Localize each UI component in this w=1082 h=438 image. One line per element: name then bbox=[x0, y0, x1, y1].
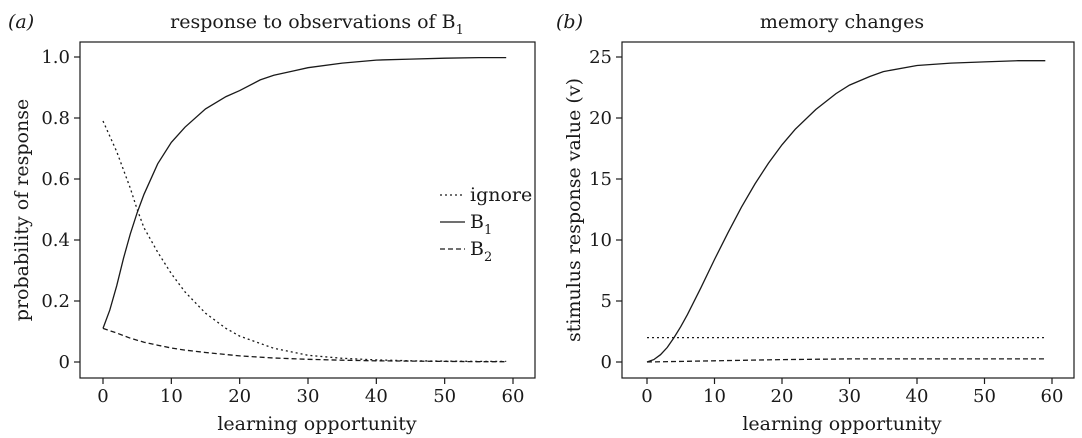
x-tick-label: 50 bbox=[433, 386, 456, 407]
panel-b-plot-frame bbox=[621, 41, 1075, 379]
x-tick-label: 30 bbox=[297, 386, 320, 407]
panel-a-y-ticks: 0 0.2 0.4 0.6 0.8 1.0 bbox=[41, 47, 80, 373]
panel-a: (a) response to observations of B1 0 10 20… bbox=[8, 11, 536, 435]
series-line-series-2-dashed bbox=[646, 358, 1046, 363]
y-tick-label: 15 bbox=[589, 169, 612, 190]
panel-a-label: (a) bbox=[8, 11, 34, 33]
panel-b-title: memory changes bbox=[760, 11, 924, 33]
panel-a-y-axis-label: probability of response bbox=[11, 99, 33, 321]
legend-label-ignore: ignore bbox=[470, 184, 532, 206]
x-tick-label: 0 bbox=[641, 386, 652, 407]
panel-a-series bbox=[102, 56, 507, 363]
panel-b-series bbox=[646, 60, 1046, 363]
legend-label-b2-main: B bbox=[470, 238, 484, 260]
panel-a-legend: ignore B1 B2 bbox=[440, 184, 532, 265]
x-tick-label: 60 bbox=[502, 386, 525, 407]
legend-label-b2-sub: 2 bbox=[484, 250, 492, 265]
y-tick-label: 0 bbox=[59, 352, 70, 373]
legend-label-b1: B1 bbox=[470, 211, 492, 238]
x-tick-label: 50 bbox=[973, 386, 996, 407]
legend-label-b1-sub: 1 bbox=[484, 223, 492, 238]
y-tick-label: 0.4 bbox=[41, 230, 70, 251]
panel-b-label: (b) bbox=[556, 11, 583, 33]
y-tick-label: 0.8 bbox=[41, 108, 70, 129]
panel-a-x-axis-label: learning opportunity bbox=[217, 413, 417, 435]
legend-label-b1-main: B bbox=[470, 211, 484, 233]
panel-a-title-main: response to observations of B bbox=[170, 11, 455, 33]
y-tick-label: 0.6 bbox=[41, 169, 70, 190]
x-tick-label: 0 bbox=[97, 386, 108, 407]
x-tick-label: 20 bbox=[228, 386, 251, 407]
series-line-series-0-solid bbox=[646, 60, 1046, 363]
y-tick-label: 10 bbox=[589, 230, 612, 251]
x-tick-label: 10 bbox=[160, 386, 183, 407]
x-tick-label: 20 bbox=[771, 386, 794, 407]
y-tick-label: 1.0 bbox=[41, 47, 70, 68]
y-tick-label: 25 bbox=[589, 47, 612, 68]
panel-b-y-axis-label: stimulus response value (v) bbox=[563, 78, 585, 342]
x-tick-label: 40 bbox=[906, 386, 929, 407]
y-tick-label: 0 bbox=[601, 352, 612, 373]
panel-a-x-ticks: 0 10 20 30 40 50 60 bbox=[97, 378, 524, 407]
panel-a-title-sub: 1 bbox=[456, 23, 464, 38]
x-tick-label: 10 bbox=[703, 386, 726, 407]
series-line-b2-dashed bbox=[102, 327, 507, 363]
y-tick-label: 5 bbox=[601, 291, 612, 312]
series-line-ignore-dotted bbox=[102, 120, 507, 363]
panel-a-plot-frame bbox=[79, 41, 536, 379]
x-tick-label: 40 bbox=[365, 386, 388, 407]
panel-b-x-axis-label: learning opportunity bbox=[742, 413, 942, 435]
panel-b: (b) memory changes 0 10 20 30 40 50 60 0 5 10 15 2… bbox=[556, 11, 1075, 435]
x-tick-label: 60 bbox=[1041, 386, 1064, 407]
panel-b-x-ticks: 0 10 20 30 40 50 60 bbox=[641, 378, 1063, 407]
panel-b-y-ticks: 0 5 10 15 20 25 bbox=[589, 47, 622, 373]
series-line-b1-solid bbox=[102, 56, 507, 329]
y-tick-label: 20 bbox=[589, 108, 612, 129]
y-tick-label: 0.2 bbox=[41, 291, 70, 312]
legend-label-b2: B2 bbox=[470, 238, 492, 265]
x-tick-label: 30 bbox=[838, 386, 861, 407]
panel-a-title: response to observations of B1 bbox=[170, 11, 464, 38]
